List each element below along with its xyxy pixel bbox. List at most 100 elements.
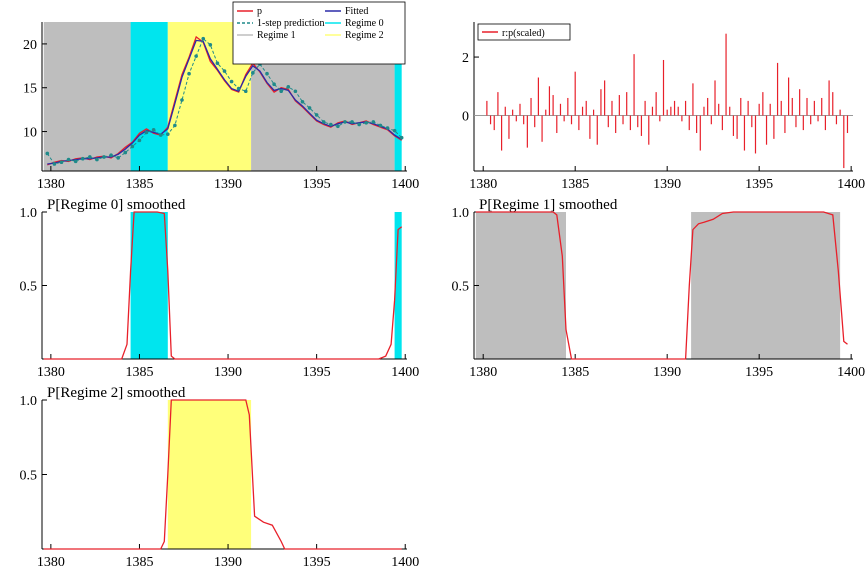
y-tick-label: 0.5 <box>452 280 470 295</box>
prediction-point <box>300 99 305 104</box>
x-tick-label: 1400 <box>391 365 419 380</box>
prediction-point <box>102 155 106 159</box>
y-tick-label: 0 <box>462 109 469 124</box>
legend-label: r:p(scaled) <box>502 28 545 39</box>
panel-scaled-residuals: 1380 1385 1390 1395 1400 0 2 r:p(scaled) <box>462 22 865 192</box>
x-tick-label: 1385 <box>125 555 153 569</box>
panel-regime1-smoothed: 1380 1385 1390 1395 1400 0.5 1.0 P[Regime 1] sm… <box>452 197 865 380</box>
prediction-point <box>321 120 326 124</box>
x-tick-label: 1400 <box>837 365 865 380</box>
prediction-point <box>201 36 206 41</box>
x-tick-label: 1380 <box>469 365 497 380</box>
prediction-point <box>307 106 312 110</box>
legend-label: Regime 2 <box>345 30 384 41</box>
prediction-point <box>222 69 227 73</box>
prediction-point <box>286 85 291 89</box>
x-tick-label: 1380 <box>37 555 65 569</box>
legend-label: p <box>257 6 262 17</box>
prediction-point <box>45 151 50 156</box>
prediction-point <box>208 42 213 47</box>
legend: p Fitted 1-step prediction Regime 0 Regime 1… <box>232 1 406 65</box>
y-tick-label: 1.0 <box>20 394 38 409</box>
prediction-point <box>109 153 113 158</box>
x-tick-label: 1380 <box>37 365 65 380</box>
legend-box <box>232 1 406 65</box>
series-line-prob <box>43 211 403 360</box>
legend-box <box>477 23 571 41</box>
prediction-point <box>59 160 64 165</box>
legend: r:p(scaled) <box>477 23 571 41</box>
prediction-point <box>357 122 361 127</box>
x-tick-label: 1395 <box>303 555 331 569</box>
prediction-point <box>279 89 283 94</box>
x-tick-label: 1390 <box>653 365 681 380</box>
x-tick-label: 1400 <box>391 177 419 192</box>
y-tick-label: 10 <box>23 126 37 141</box>
band-regime0 <box>394 212 402 359</box>
prediction-point <box>66 157 71 162</box>
prediction-point <box>80 156 85 161</box>
y-tick-label: 0.5 <box>20 280 38 295</box>
prediction-point <box>215 61 220 65</box>
legend-label: Regime 1 <box>257 30 296 41</box>
band-regime0 <box>130 22 168 171</box>
x-tick-label: 1395 <box>745 177 773 192</box>
x-tick-label: 1395 <box>303 177 331 192</box>
band-regime1 <box>43 22 131 171</box>
prediction-point <box>229 79 234 84</box>
prediction-point <box>166 132 170 136</box>
prediction-point <box>265 71 269 76</box>
y-tick-label: 0.5 <box>20 469 38 484</box>
x-tick-label: 1395 <box>745 365 773 380</box>
prediction-point <box>399 135 404 140</box>
panel-title: P[Regime 0] smoothed <box>47 197 186 213</box>
x-tick-label: 1400 <box>837 177 865 192</box>
band-regime1 <box>691 212 841 359</box>
prediction-point <box>251 71 255 75</box>
prediction-point <box>343 120 347 124</box>
x-tick-label: 1390 <box>214 177 242 192</box>
prediction-point <box>236 86 241 91</box>
band-regime2 <box>167 400 252 549</box>
prediction-point <box>88 155 92 159</box>
y-tick-label: 20 <box>23 38 37 53</box>
x-tick-label: 1400 <box>391 555 419 569</box>
panel-actual-vs-fitted: 1380 1385 1390 1395 1400 10 15 20 p Fitted 1-step … <box>23 1 419 192</box>
x-tick-label: 1380 <box>37 177 65 192</box>
x-tick-label: 1390 <box>214 365 242 380</box>
prediction-point <box>95 157 99 162</box>
prediction-point <box>73 159 78 164</box>
prediction-point <box>52 162 57 166</box>
band-regime0 <box>394 22 402 171</box>
band-regime1 <box>475 212 566 359</box>
y-tick-label: 1.0 <box>20 206 38 221</box>
prediction-point <box>130 144 135 149</box>
prediction-point <box>293 89 298 94</box>
prediction-point <box>180 98 184 102</box>
prediction-point <box>137 138 142 143</box>
prediction-point <box>272 82 276 87</box>
prediction-point <box>173 123 177 128</box>
series-line-prob <box>475 211 848 360</box>
x-tick-label: 1385 <box>561 365 589 380</box>
prediction-point <box>329 122 333 127</box>
prediction-point <box>116 156 120 160</box>
prediction-point <box>371 120 376 124</box>
y-tick-label: 1.0 <box>452 206 470 221</box>
band-regime0 <box>130 212 168 359</box>
panel-regime2-smoothed: 1380 1385 1390 1395 1400 0.5 1.0 P[Regime 2] sm… <box>20 385 420 569</box>
x-tick-label: 1385 <box>125 177 153 192</box>
prediction-point <box>194 54 198 58</box>
x-tick-label: 1385 <box>125 365 153 380</box>
prediction-point <box>144 130 149 135</box>
legend-label: Regime 0 <box>345 18 384 29</box>
x-tick-label: 1390 <box>653 177 681 192</box>
prediction-point <box>151 128 156 132</box>
prediction-point <box>385 126 390 130</box>
prediction-point <box>392 128 397 133</box>
series-line-prob <box>43 399 402 550</box>
prediction-point <box>364 120 369 125</box>
prediction-point <box>336 124 340 129</box>
y-tick-label: 2 <box>462 51 469 66</box>
